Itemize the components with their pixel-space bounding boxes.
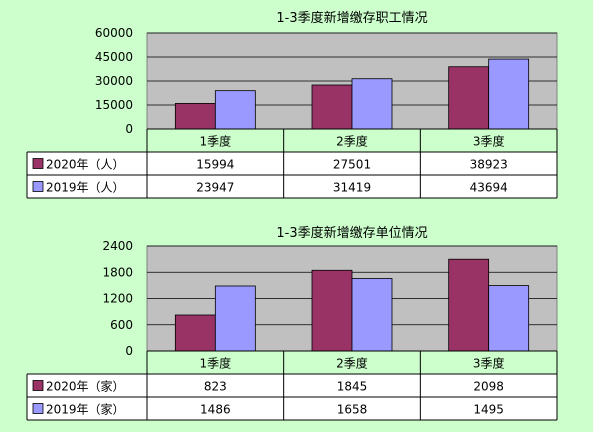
legend-swatch bbox=[32, 158, 44, 169]
category-label: 3季度 bbox=[473, 356, 505, 371]
data-value: 1658 bbox=[337, 403, 368, 417]
y-tick-label: 0 bbox=[125, 344, 133, 358]
data-value: 31419 bbox=[333, 181, 371, 195]
y-tick-label: 600 bbox=[110, 318, 133, 332]
bar-series-b bbox=[351, 278, 393, 352]
bar-series-a bbox=[174, 314, 216, 352]
bar-series-a bbox=[311, 84, 353, 130]
y-tick-label: 15000 bbox=[95, 98, 133, 112]
bar-series-b bbox=[351, 78, 393, 130]
legend-swatch bbox=[32, 380, 44, 391]
series-name: 2020年（家） bbox=[46, 379, 125, 394]
data-value: 23947 bbox=[196, 181, 234, 195]
category-label: 2季度 bbox=[336, 134, 368, 149]
chart-title: 1-3季度新增缴存单位情况 bbox=[276, 225, 427, 241]
unit-chart: 1-3季度新增缴存单位情况 0 600 1200 1800 2400 1季度 2季度 3季度 20… bbox=[26, 225, 558, 421]
y-tick-label: 1200 bbox=[102, 292, 133, 306]
bar-series-b bbox=[214, 285, 256, 352]
data-value: 1845 bbox=[337, 380, 368, 394]
data-value: 38923 bbox=[470, 158, 508, 172]
category-label: 3季度 bbox=[473, 134, 505, 149]
bar-series-a bbox=[311, 269, 353, 352]
bar-series-a bbox=[448, 258, 490, 352]
legend-swatch bbox=[32, 181, 44, 192]
data-value: 823 bbox=[204, 380, 227, 394]
data-value: 2098 bbox=[473, 380, 504, 394]
bar-series-a bbox=[448, 66, 490, 130]
employee-chart: 1-3季度新增缴存职工情况 0 15000 30000 45000 60000 1季度 2季度… bbox=[26, 10, 558, 199]
chart-title: 1-3季度新增缴存职工情况 bbox=[276, 10, 427, 26]
y-tick-label: 1800 bbox=[102, 265, 133, 279]
data-value: 43694 bbox=[470, 181, 508, 195]
series-name: 2020年（人） bbox=[46, 158, 125, 172]
data-value: 1495 bbox=[473, 403, 504, 417]
y-tick-label: 30000 bbox=[95, 74, 133, 88]
data-value: 27501 bbox=[333, 158, 371, 172]
category-label: 1季度 bbox=[200, 134, 232, 149]
bar-series-a bbox=[174, 103, 216, 130]
y-tick-label: 2400 bbox=[102, 239, 133, 253]
data-value: 15994 bbox=[196, 158, 234, 172]
category-label: 2季度 bbox=[336, 356, 368, 371]
bar-series-b bbox=[488, 58, 530, 130]
category-label: 1季度 bbox=[200, 356, 232, 371]
y-tick-label: 0 bbox=[125, 122, 133, 136]
y-tick-label: 45000 bbox=[95, 50, 133, 64]
bar-series-b bbox=[488, 285, 530, 352]
bar-series-b bbox=[214, 90, 256, 130]
series-name: 2019年（家） bbox=[46, 402, 125, 417]
legend-swatch bbox=[32, 403, 44, 414]
data-value: 1486 bbox=[200, 403, 231, 417]
series-name: 2019年（人） bbox=[46, 181, 125, 195]
y-tick-label: 60000 bbox=[95, 26, 133, 40]
